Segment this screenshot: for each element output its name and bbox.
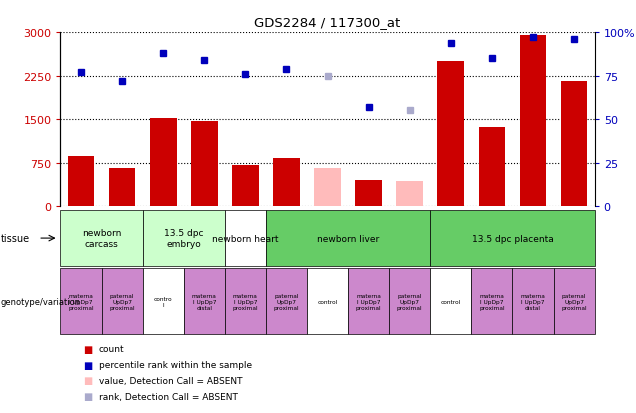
Text: newborn heart: newborn heart	[212, 234, 279, 243]
Text: ■: ■	[83, 375, 92, 385]
Text: materna
l UpDp7
proximal: materna l UpDp7 proximal	[356, 293, 382, 310]
Text: value, Detection Call = ABSENT: value, Detection Call = ABSENT	[99, 376, 242, 385]
Text: count: count	[99, 344, 124, 354]
Bar	[438, 62, 464, 206]
Text: ■: ■	[83, 360, 92, 370]
Bar	[150, 119, 177, 206]
Bar	[356, 180, 382, 206]
Bar	[314, 169, 341, 206]
Text: control: control	[441, 299, 461, 304]
Text: rank, Detection Call = ABSENT: rank, Detection Call = ABSENT	[99, 392, 237, 401]
Text: newborn liver: newborn liver	[317, 234, 379, 243]
Bar	[232, 166, 259, 206]
Text: materna
l UpDp7
distal: materna l UpDp7 distal	[521, 293, 546, 310]
Text: ■: ■	[83, 391, 92, 401]
Text: paternal
UpDp7
proximal: paternal UpDp7 proximal	[397, 293, 422, 310]
Text: 13.5 dpc placenta: 13.5 dpc placenta	[472, 234, 553, 243]
Text: percentile rank within the sample: percentile rank within the sample	[99, 360, 252, 369]
Bar	[273, 159, 300, 206]
Text: paternal
UpDp7
proximal: paternal UpDp7 proximal	[273, 293, 300, 310]
Bar	[561, 82, 588, 206]
Text: 13.5 dpc
embryo: 13.5 dpc embryo	[164, 229, 204, 248]
Text: tissue: tissue	[1, 233, 30, 244]
Bar	[67, 156, 94, 206]
Title: GDS2284 / 117300_at: GDS2284 / 117300_at	[254, 16, 401, 29]
Text: contro
l: contro l	[154, 296, 172, 307]
Text: newborn
carcass: newborn carcass	[82, 229, 121, 248]
Text: paternal
UpDp7
proximal: paternal UpDp7 proximal	[562, 293, 587, 310]
Text: ■: ■	[83, 344, 92, 354]
Bar	[109, 169, 135, 206]
Bar	[520, 36, 546, 206]
Text: materna
l UpDp7
distal: materna l UpDp7 distal	[192, 293, 217, 310]
Text: materna
l UpDp7
proximal: materna l UpDp7 proximal	[479, 293, 505, 310]
Bar	[396, 182, 423, 206]
Text: control: control	[317, 299, 338, 304]
Text: paternal
UpDp7
proximal: paternal UpDp7 proximal	[109, 293, 135, 310]
Bar	[191, 121, 218, 206]
Text: materna
l UpDp7
proximal: materna l UpDp7 proximal	[233, 293, 258, 310]
Text: genotype/variation: genotype/variation	[1, 297, 81, 306]
Bar	[478, 127, 505, 206]
Text: materna
l UpDp7
proximal: materna l UpDp7 proximal	[68, 293, 93, 310]
